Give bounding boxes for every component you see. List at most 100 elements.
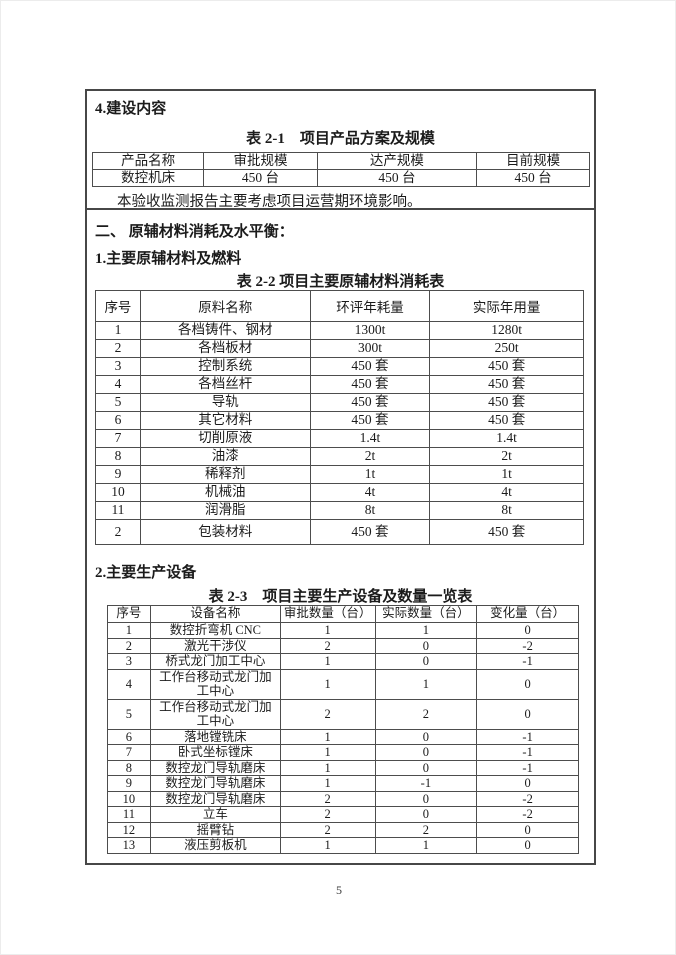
table-cell: 1t (309, 465, 431, 484)
table-cell: 12 (107, 821, 151, 838)
sub-heading-equipment: 2.主要生产设备 (95, 565, 197, 581)
table-row: 9 稀释剂 1t 1t (95, 465, 584, 484)
table-cell: 2 (279, 637, 376, 654)
table-cell: 450 台 (203, 169, 318, 187)
table-cell: 1 (374, 622, 478, 639)
table-header-cell: 设备名称 (149, 605, 281, 623)
table-2-3-title: 表 2-3 项目主要生产设备及数量一览表 (208, 589, 473, 605)
table-cell: 工作台移动式龙门加工中心 (149, 698, 281, 730)
table-cell: 450 台 (476, 169, 590, 187)
table-cell: 1 (279, 728, 376, 745)
table-cell: 2t (429, 447, 584, 466)
table-cell: 9 (107, 775, 151, 792)
table-cell: 1 (279, 775, 376, 792)
table-cell: 2 (279, 698, 376, 730)
table-row: 11 立车 2 0 -2 (107, 806, 579, 823)
table-cell: 4t (309, 483, 431, 502)
table-cell: 1t (429, 465, 584, 484)
table-2-1-title: 表 2-1 项目产品方案及规模 (246, 131, 435, 147)
table-cell: 450 套 (309, 357, 431, 376)
table-cell: 桥式龙门加工中心 (149, 653, 281, 670)
table-cell: 1 (374, 668, 478, 700)
table-cell: 13 (107, 837, 151, 854)
table-cell: 各档板材 (139, 339, 311, 358)
table-cell: 1.4t (429, 429, 584, 448)
table-cell: 4 (95, 375, 141, 394)
table-header-cell: 达产规模 (316, 152, 478, 170)
table-cell: 8t (429, 501, 584, 520)
table-header-row: 产品名称 审批规模 达产规模 目前规模 (91, 152, 590, 170)
table-cell: 润滑脂 (139, 501, 311, 520)
table-cell: 0 (476, 837, 579, 854)
table-row: 1 数控折弯机 CNC 1 1 0 (107, 622, 579, 639)
table-header-row: 序号 原料名称 环评年耗量 实际年用量 (95, 290, 584, 322)
table-cell: 450 套 (309, 411, 431, 430)
table-cell: -2 (476, 790, 579, 807)
table-row: 11 润滑脂 8t 8t (95, 501, 584, 520)
table-cell: -1 (476, 744, 579, 761)
table-cell: 1 (279, 837, 376, 854)
table-cell: 5 (95, 393, 141, 412)
table-cell: 数控机床 (91, 169, 205, 187)
table-row: 8 数控龙门导轨磨床 1 0 -1 (107, 759, 579, 776)
table-cell: 0 (374, 728, 478, 745)
table-cell: 2 (95, 519, 141, 545)
table-row: 1 各档铸件、钢材 1300t 1280t (95, 321, 584, 340)
table-header-cell: 审批数量（台） (279, 605, 376, 623)
table-cell: 数控龙门导轨磨床 (149, 775, 281, 792)
table-cell: 1 (95, 321, 141, 340)
table-row: 5 工作台移动式龙门加工中心 2 2 0 (107, 698, 579, 730)
table-cell: 1 (107, 622, 151, 639)
table-cell: -2 (476, 637, 579, 654)
table-cell: 机械油 (139, 483, 311, 502)
table-cell: 4 (107, 668, 151, 700)
table-cell: 250t (429, 339, 584, 358)
table-cell: 0 (476, 775, 579, 792)
table-cell: 8 (95, 447, 141, 466)
table-cell: 数控龙门导轨磨床 (149, 759, 281, 776)
table-cell: 卧式坐标镗床 (149, 744, 281, 761)
table-cell: 油漆 (139, 447, 311, 466)
table-cell: 7 (107, 744, 151, 761)
table-cell: 立车 (149, 806, 281, 823)
table-row: 3 控制系统 450 套 450 套 (95, 357, 584, 376)
table-cell: 450 套 (429, 375, 584, 394)
table-cell: -1 (476, 728, 579, 745)
table-header-cell: 序号 (107, 605, 151, 623)
table-cell: 450 套 (309, 519, 431, 545)
table-header-cell: 产品名称 (91, 152, 205, 170)
table-cell: 300t (309, 339, 431, 358)
sub-heading-materials: 1.主要原辅材料及燃料 (95, 251, 242, 267)
table-cell: 3 (95, 357, 141, 376)
table-cell: 2 (374, 698, 478, 730)
table-cell: 450 套 (429, 357, 584, 376)
table-row: 6 落地镗铣床 1 0 -1 (107, 728, 579, 745)
table-cell: 2 (95, 339, 141, 358)
table-header-cell: 目前规模 (476, 152, 590, 170)
table-row: 4 各档丝杆 450 套 450 套 (95, 375, 584, 394)
table-row: 10 数控龙门导轨磨床 2 0 -2 (107, 790, 579, 807)
table-cell: 1 (279, 653, 376, 670)
table-cell: 11 (95, 501, 141, 520)
table-cell: 1 (374, 837, 478, 854)
table-cell: 摇臂钻 (149, 821, 281, 838)
table-cell: 液压剪板机 (149, 837, 281, 854)
table-cell: 其它材料 (139, 411, 311, 430)
table-row: 2 包装材料 450 套 450 套 (95, 519, 584, 545)
table-cell: 2 (107, 637, 151, 654)
table-cell: 6 (95, 411, 141, 430)
table-cell: -1 (476, 759, 579, 776)
table-cell: -1 (374, 775, 478, 792)
table-cell: 11 (107, 806, 151, 823)
table-cell: 包装材料 (139, 519, 311, 545)
materials-consumption-table: 序号 原料名称 环评年耗量 实际年用量 1 各档铸件、钢材 1300t 1280t 2 各档板材 3… (95, 290, 584, 545)
table-cell: 控制系统 (139, 357, 311, 376)
table-cell: 1280t (429, 321, 584, 340)
table-cell: 8t (309, 501, 431, 520)
section-heading-materials: 二、 原辅材料消耗及水平衡： (95, 224, 294, 240)
table-cell: 导轨 (139, 393, 311, 412)
table-header-row: 序号 设备名称 审批数量（台） 实际数量（台） 变化量（台） (107, 605, 579, 623)
page-number: 5 (336, 883, 342, 897)
table-row: 2 激光干涉仪 2 0 -2 (107, 637, 579, 654)
